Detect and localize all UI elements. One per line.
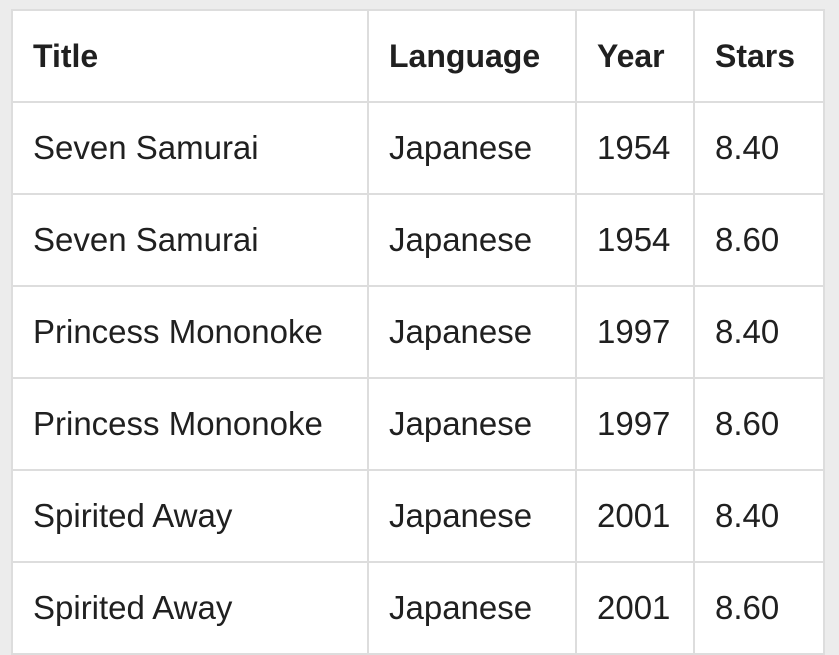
movies-table-container: Title Language Year Stars Seven Samurai … [11,9,825,655]
table-row: Seven Samurai Japanese 1954 8.60 [11,193,825,287]
table-row: Princess Mononoke Japanese 1997 8.60 [11,377,825,471]
cell-year: 2001 [575,561,695,655]
table-row: Spirited Away Japanese 2001 8.40 [11,469,825,563]
cell-language: Japanese [367,193,577,287]
header-row: Title Language Year Stars [11,9,825,103]
cell-title: Princess Mononoke [11,377,369,471]
cell-language: Japanese [367,285,577,379]
column-header-language: Language [367,9,577,103]
cell-language: Japanese [367,561,577,655]
table-body: Seven Samurai Japanese 1954 8.40 Seven S… [11,101,825,655]
table-row: Spirited Away Japanese 2001 8.60 [11,561,825,655]
cell-year: 1997 [575,285,695,379]
table-header: Title Language Year Stars [11,9,825,103]
cell-year: 2001 [575,469,695,563]
cell-year: 1954 [575,193,695,287]
cell-stars: 8.60 [693,561,825,655]
cell-title: Spirited Away [11,469,369,563]
movies-table: Title Language Year Stars Seven Samurai … [11,9,825,655]
cell-title: Seven Samurai [11,193,369,287]
column-header-stars: Stars [693,9,825,103]
cell-stars: 8.40 [693,469,825,563]
cell-stars: 8.40 [693,101,825,195]
cell-language: Japanese [367,377,577,471]
table-row: Seven Samurai Japanese 1954 8.40 [11,101,825,195]
cell-stars: 8.40 [693,285,825,379]
cell-title: Spirited Away [11,561,369,655]
cell-title: Seven Samurai [11,101,369,195]
cell-stars: 8.60 [693,193,825,287]
cell-year: 1997 [575,377,695,471]
cell-year: 1954 [575,101,695,195]
cell-stars: 8.60 [693,377,825,471]
cell-language: Japanese [367,469,577,563]
cell-language: Japanese [367,101,577,195]
column-header-title: Title [11,9,369,103]
cell-title: Princess Mononoke [11,285,369,379]
table-row: Princess Mononoke Japanese 1997 8.40 [11,285,825,379]
column-header-year: Year [575,9,695,103]
